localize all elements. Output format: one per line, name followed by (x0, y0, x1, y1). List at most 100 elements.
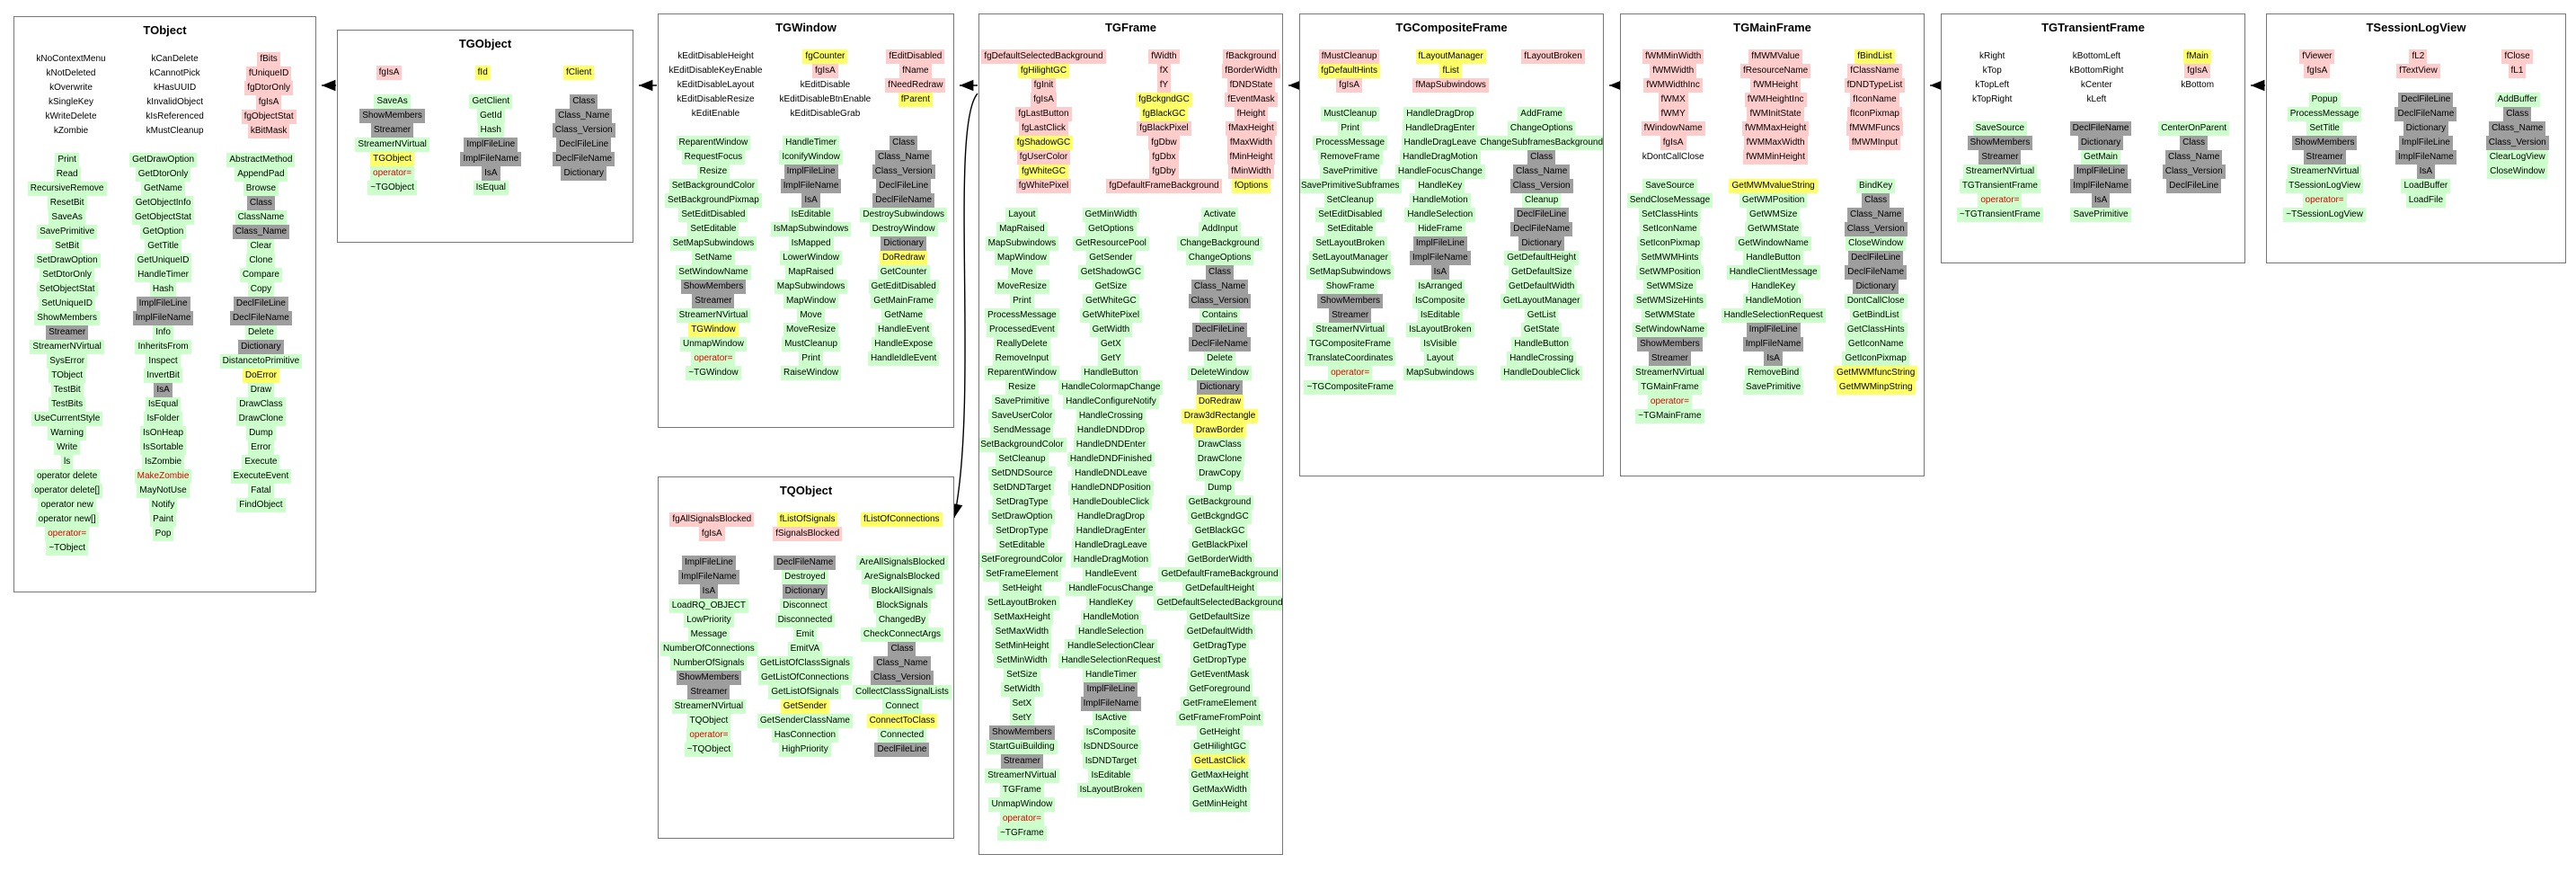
field-cell[interactable]: fHeight (1234, 107, 1269, 121)
method-cell[interactable]: GetMinWidth (1082, 208, 1140, 222)
field-cell[interactable]: fIconName (1850, 93, 1899, 107)
method-cell[interactable]: Streamer (1329, 308, 1372, 323)
method-cell[interactable]: ConnectToClass (866, 714, 938, 728)
method-cell[interactable]: GetHeight (1197, 725, 1244, 740)
method-cell[interactable]: Class (1527, 150, 1556, 165)
method-cell[interactable]: ImplFileLine (2398, 136, 2453, 150)
method-cell[interactable]: ImplFileName (1409, 251, 1471, 265)
method-cell[interactable]: ~TGObject (367, 181, 417, 195)
method-cell[interactable]: SetWidth (1001, 682, 1043, 697)
method-cell[interactable]: Popup (2308, 93, 2341, 107)
method-cell[interactable]: TranslateCoordinates (1305, 352, 1396, 366)
method-cell[interactable]: MustCleanup (782, 337, 841, 352)
method-cell[interactable]: Class_Version (1509, 179, 1573, 193)
method-cell[interactable]: Move (1008, 265, 1036, 280)
method-cell[interactable]: DeclFileLine (1192, 323, 1248, 337)
field-cell[interactable]: fWMHeight (1750, 78, 1801, 93)
field-cell[interactable]: kEditDisableHeight (677, 51, 754, 61)
method-cell[interactable]: SetClassHints (1639, 208, 1701, 222)
method-cell[interactable]: SetMapSubwindows (669, 236, 757, 251)
method-cell[interactable]: TObject (49, 369, 86, 383)
field-cell[interactable]: fClassName (1847, 64, 1902, 78)
method-cell[interactable]: Destroyed (782, 570, 828, 584)
field-cell[interactable]: fDNDTypeList (1844, 78, 1906, 93)
field-cell[interactable]: kBottomLeft (2072, 51, 2121, 61)
method-cell[interactable]: SetUniqueID (39, 297, 95, 311)
method-cell[interactable]: Class (888, 642, 916, 656)
method-cell[interactable]: IsEditable (1417, 308, 1463, 323)
method-cell[interactable]: Class (2180, 136, 2209, 150)
field-cell[interactable]: fWMInitState (1747, 107, 1804, 121)
field-cell[interactable]: fWidth (1148, 49, 1180, 64)
method-cell[interactable]: HasConnection (771, 728, 839, 743)
method-cell[interactable]: ~TSessionLogView (2283, 208, 2366, 222)
field-cell[interactable]: fBorderWidth (1222, 64, 1280, 78)
method-cell[interactable]: DeclFileLine (2166, 179, 2222, 193)
method-cell[interactable]: SetBackgroundColor (668, 179, 758, 193)
method-cell[interactable]: SetBackgroundPixmap (665, 193, 762, 208)
method-cell[interactable]: ImplFileLine (464, 138, 518, 152)
method-cell[interactable]: GetY (1098, 352, 1124, 366)
method-cell[interactable]: ResetBit (47, 196, 87, 210)
method-cell[interactable]: Class_Name (555, 109, 613, 123)
method-cell[interactable]: MapRaised (996, 222, 1048, 236)
class-title[interactable]: TGTransientFrame (2041, 21, 2145, 34)
method-cell[interactable]: MapRaised (785, 265, 837, 280)
method-cell[interactable]: SetEditDisabled (678, 208, 748, 222)
method-cell[interactable]: Emit (792, 627, 817, 642)
method-cell[interactable]: GetIconPixmap (1842, 352, 1909, 366)
method-cell[interactable]: RemoveFrame (1317, 150, 1383, 165)
method-cell[interactable]: Clear (247, 239, 275, 254)
method-cell[interactable]: operator delete[] (31, 484, 103, 498)
field-cell[interactable]: fMaxWidth (1226, 136, 1276, 150)
method-cell[interactable]: GetFrameElement (1180, 697, 1260, 711)
field-cell[interactable]: kHasUUID (153, 83, 197, 93)
field-cell[interactable]: fgDbw (1148, 136, 1180, 150)
method-cell[interactable]: Dictionary (881, 236, 926, 251)
method-cell[interactable]: DeclFileLine (556, 138, 612, 152)
method-cell[interactable]: InvertBit (144, 369, 182, 383)
field-cell[interactable]: fgUserColor (1016, 150, 1071, 165)
class-title[interactable]: TQObject (779, 484, 833, 497)
method-cell[interactable]: DrawClass (236, 397, 286, 412)
method-cell[interactable]: ReallyDelete (994, 337, 1050, 352)
method-cell[interactable]: GetSenderClassName (757, 714, 853, 728)
method-cell[interactable]: Hash (477, 123, 504, 138)
method-cell[interactable]: GetListOfClassSignals (757, 656, 853, 671)
method-cell[interactable]: ClassName (235, 210, 288, 225)
method-cell[interactable]: AddBuffer (2494, 93, 2540, 107)
method-cell[interactable]: Class (890, 136, 918, 150)
method-cell[interactable]: GetX (1098, 337, 1124, 352)
field-cell[interactable]: fgObjectStat (241, 110, 297, 124)
method-cell[interactable]: HandleEvent (875, 323, 933, 337)
method-cell[interactable]: SetY (1009, 711, 1035, 725)
method-cell[interactable]: SetDNDTarget (990, 481, 1054, 495)
method-cell[interactable]: Notify (148, 498, 178, 512)
method-cell[interactable]: LoadFile (2405, 193, 2447, 208)
field-cell[interactable]: fgDtorOnly (244, 81, 293, 95)
field-cell[interactable]: kBitMask (247, 124, 290, 138)
method-cell[interactable]: Layout (1423, 352, 1456, 366)
method-cell[interactable]: GetWMPosition (1739, 193, 1808, 208)
method-cell[interactable]: HandleButton (1511, 337, 1571, 352)
field-cell[interactable]: fLayoutManager (1415, 49, 1486, 64)
field-cell[interactable]: fgDefaultFrameBackground (1106, 179, 1222, 193)
method-cell[interactable]: Class_Version (1188, 294, 1252, 308)
method-cell[interactable]: IsDNDTarget (1082, 754, 1140, 769)
method-cell[interactable]: HandleSelectionRequest (1058, 654, 1164, 668)
method-cell[interactable]: GetWMState (1744, 222, 1802, 236)
method-cell[interactable]: MoveResize (994, 280, 1049, 294)
method-cell[interactable]: Draw3dRectangle (1181, 409, 1259, 423)
method-cell[interactable]: HandleEvent (1082, 567, 1140, 582)
method-cell[interactable]: UnmapWindow (680, 337, 747, 352)
method-cell[interactable]: ShowMembers (1317, 294, 1384, 308)
field-cell[interactable]: kEditEnable (691, 109, 740, 119)
method-cell[interactable]: ImplFileLine (2074, 165, 2129, 179)
method-cell[interactable]: IsA (154, 383, 173, 397)
method-cell[interactable]: ShowFrame (1323, 280, 1377, 294)
method-cell[interactable]: EmitVA (787, 642, 823, 656)
method-cell[interactable]: Streamer (687, 685, 730, 699)
field-cell[interactable]: kTopRight (1971, 94, 2013, 104)
method-cell[interactable]: StartGuiBuilding (987, 740, 1058, 754)
field-cell[interactable]: fgShadowGC (1014, 136, 1074, 150)
